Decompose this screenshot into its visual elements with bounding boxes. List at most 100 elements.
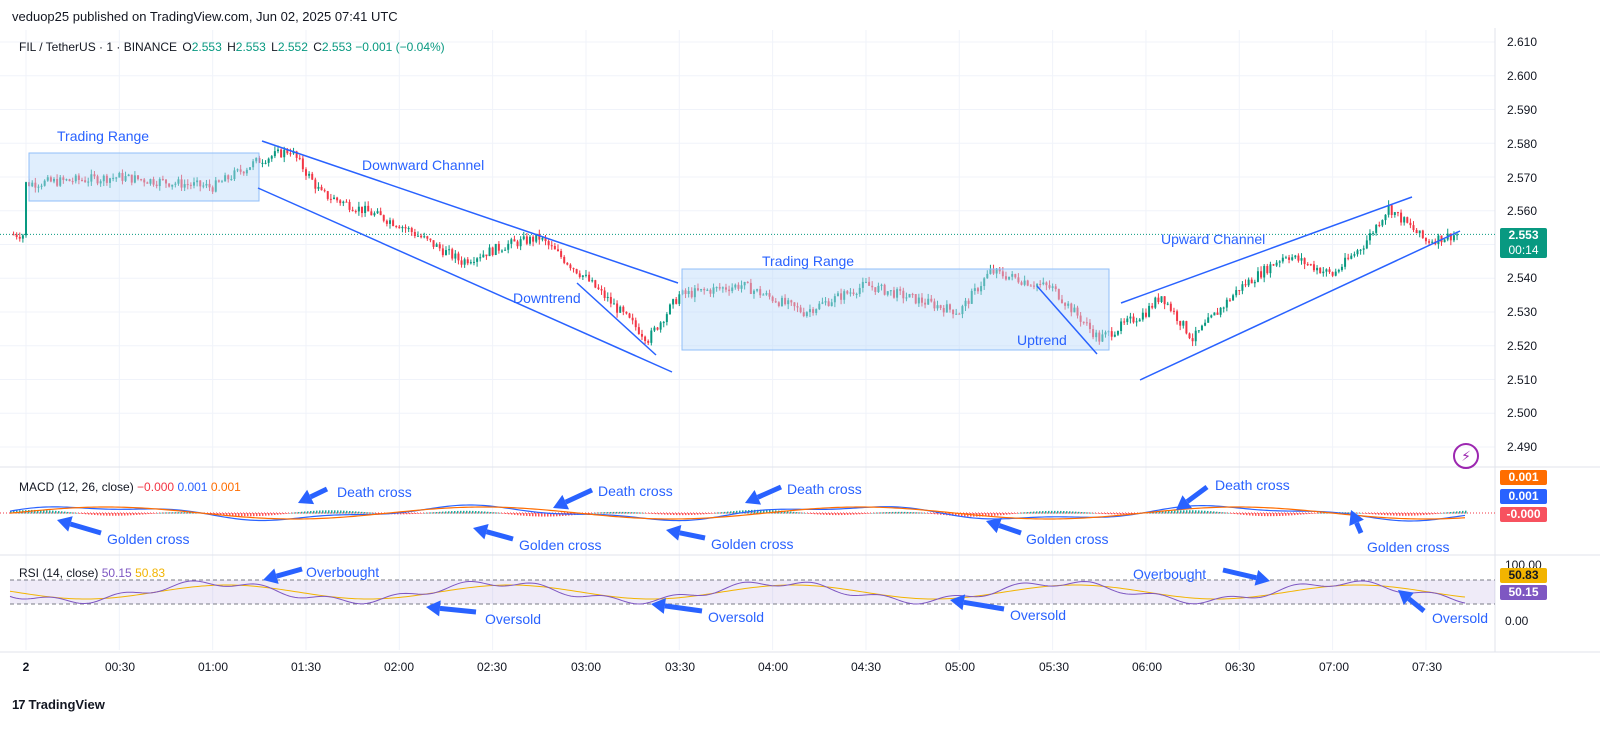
annotation-death-cross-1[interactable]: Death cross xyxy=(337,484,412,500)
annotation-golden-cross-5[interactable]: Golden cross xyxy=(1367,539,1450,555)
symbol-title[interactable]: FIL / TetherUS · 1 · BINANCE xyxy=(19,40,178,54)
candle-body xyxy=(99,181,102,184)
candle-body xyxy=(821,302,824,304)
annotation-overbought-1[interactable]: Overbought xyxy=(306,564,380,580)
candle-body xyxy=(833,296,836,303)
candle-body xyxy=(1101,334,1104,342)
candle-body xyxy=(703,289,706,291)
macd-histogram-bar xyxy=(1273,513,1275,517)
macd-histogram-bar xyxy=(325,510,327,514)
annotation-golden-cross-2[interactable]: Golden cross xyxy=(519,537,602,553)
candle-body xyxy=(964,300,967,307)
rsi-legend[interactable]: RSI (14, close) 50.15 50.83 xyxy=(19,566,165,580)
annotation-downward-channel[interactable]: Downward Channel xyxy=(362,157,485,173)
macd-histogram-bar xyxy=(1453,511,1455,514)
candle-body xyxy=(1166,303,1169,305)
candle-body xyxy=(780,297,783,306)
candle-body xyxy=(31,182,34,187)
annotation-oversold-4[interactable]: Oversold xyxy=(1432,610,1489,626)
macd-histogram-bar xyxy=(121,513,123,516)
annotation-death-cross-2[interactable]: Death cross xyxy=(598,483,673,499)
annotation-overbought-2[interactable]: Overbought xyxy=(1133,566,1207,582)
annotation-oversold-1[interactable]: Oversold xyxy=(485,611,542,627)
macd-histogram-bar xyxy=(1069,511,1071,514)
macd-histogram-bar xyxy=(619,511,621,514)
candle-body xyxy=(242,171,245,174)
macd-title: MACD (12, 26, close) xyxy=(19,480,134,494)
candle-body xyxy=(796,306,799,308)
candle-body xyxy=(56,178,59,186)
arrow-shaft xyxy=(679,530,706,541)
annotation-upward-channel[interactable]: Upward Channel xyxy=(1161,231,1266,247)
candle-body xyxy=(1387,205,1390,215)
candle-body xyxy=(360,206,363,214)
annotation-golden-cross-4[interactable]: Golden cross xyxy=(1026,531,1109,547)
trend-line xyxy=(261,140,679,284)
candle-body xyxy=(976,288,979,292)
candle-body xyxy=(283,149,286,158)
candle-body xyxy=(606,296,609,298)
macd-histogram-bar xyxy=(730,511,732,514)
annotation-trading-range-2[interactable]: Trading Range xyxy=(762,253,855,269)
price-tick: 2.580 xyxy=(1507,137,1538,151)
trend-line xyxy=(1139,230,1461,381)
macd-histogram-bar xyxy=(526,513,528,516)
macd-histogram-bar xyxy=(10,510,12,514)
macd-histogram-bar xyxy=(898,511,900,514)
annotation-death-cross-4[interactable]: Death cross xyxy=(1215,477,1290,493)
candle-body xyxy=(90,174,93,182)
candle-body xyxy=(1378,224,1381,226)
macd-histogram-bar xyxy=(409,513,411,515)
macd-histogram-bar xyxy=(412,513,414,515)
candle-body xyxy=(1129,316,1132,319)
macd-histogram-bar xyxy=(100,513,102,516)
macd-histogram-bar xyxy=(151,513,153,514)
price-tick: 2.570 xyxy=(1507,171,1538,185)
macd-histogram-bar xyxy=(625,511,627,514)
candle-body xyxy=(214,180,217,192)
macd-histogram-bar xyxy=(1030,511,1032,514)
macd-histogram-bar xyxy=(1285,513,1287,516)
macd-histogram-bar xyxy=(1381,513,1383,515)
candle-body xyxy=(236,169,239,171)
ohlc-legend[interactable]: FIL / TetherUS · 1 · BINANCE O2.553 H2.5… xyxy=(19,40,445,54)
macd-histogram-bar xyxy=(1375,513,1377,515)
macd-histogram-bar xyxy=(613,511,615,514)
candle-body xyxy=(1418,230,1421,234)
macd-histogram-bar xyxy=(742,510,744,514)
macd-histogram-bar xyxy=(685,513,687,516)
macd-histogram-bar xyxy=(922,512,924,514)
time-tick: 02:00 xyxy=(383,660,415,674)
macd-histogram-bar xyxy=(940,513,942,515)
macd-legend[interactable]: MACD (12, 26, close) −0.000 0.001 0.001 xyxy=(19,480,241,494)
close-value: 2.553 xyxy=(321,40,352,54)
annotation-golden-cross-3[interactable]: Golden cross xyxy=(711,536,794,552)
annotation-trading-range-1[interactable]: Trading Range xyxy=(57,128,150,144)
candle-body xyxy=(640,333,643,337)
arrow-head xyxy=(298,489,315,505)
annotation-golden-cross-1[interactable]: Golden cross xyxy=(107,531,190,547)
annotation-oversold-2[interactable]: Oversold xyxy=(708,609,765,625)
macd-histogram-bar xyxy=(865,513,867,514)
macd-histogram-bar xyxy=(796,512,798,514)
candle-body xyxy=(65,179,68,181)
candle-body xyxy=(1431,241,1434,243)
macd-histogram-bar xyxy=(124,513,126,516)
candle-body xyxy=(34,182,37,188)
macd-histogram-bar xyxy=(757,509,759,514)
candle-body xyxy=(948,304,951,310)
candle-body xyxy=(578,273,581,277)
annotation-death-cross-3[interactable]: Death cross xyxy=(787,481,862,497)
annotation-oversold-3[interactable]: Oversold xyxy=(1010,607,1067,623)
candle-body xyxy=(460,260,463,265)
lightning-icon[interactable]: ⚡ xyxy=(1453,443,1479,469)
tradingview-logo[interactable]: 17 TradingView xyxy=(12,697,105,712)
macd-histogram-bar xyxy=(229,513,231,516)
macd-histogram-bar xyxy=(646,513,648,514)
candle-body xyxy=(871,285,874,288)
arrow-shaft xyxy=(1407,596,1426,613)
candle-body xyxy=(812,309,815,313)
annotation-downtrend[interactable]: Downtrend xyxy=(513,290,581,306)
annotation-uptrend[interactable]: Uptrend xyxy=(1017,332,1067,348)
